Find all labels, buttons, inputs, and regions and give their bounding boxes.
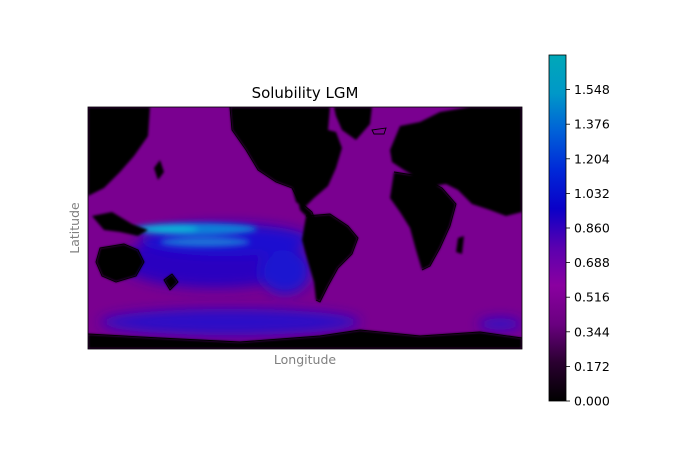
japan bbox=[154, 160, 164, 180]
colorbar-tick-label: 0.344 bbox=[574, 324, 610, 339]
colorbar-tick-label: 0.516 bbox=[574, 290, 610, 305]
north-america bbox=[230, 107, 342, 208]
colorbar-tick-label: 0.172 bbox=[574, 359, 610, 374]
colorbar-tick-label: 1.548 bbox=[574, 82, 610, 97]
colorbar-ticks: 0.000 0.172 0.344 0.516 0.688 0.860 1.032 1.204… bbox=[566, 82, 610, 409]
madagascar bbox=[456, 236, 464, 254]
southern-ocean-band-east bbox=[478, 318, 522, 330]
colorbar-tick-label: 0.688 bbox=[574, 255, 610, 270]
colorbar-fill bbox=[548, 54, 567, 402]
eastern-pacific-blue bbox=[260, 250, 310, 294]
y-axis-label: Latitude bbox=[67, 202, 82, 254]
colorbar-tick-label: 1.032 bbox=[574, 186, 610, 201]
southern-ocean-band bbox=[100, 309, 360, 335]
colorbar-tick-label: 1.376 bbox=[574, 117, 610, 132]
x-axis-label: Longitude bbox=[274, 352, 336, 367]
maritime-continent bbox=[92, 212, 148, 236]
west-pacific-core-2 bbox=[160, 237, 250, 247]
colorbar-tick-label: 0.860 bbox=[574, 221, 610, 236]
africa bbox=[390, 172, 456, 270]
west-pacific-peak bbox=[142, 225, 198, 233]
map-frame bbox=[87, 106, 523, 350]
heatmap-map bbox=[88, 107, 522, 349]
east-asia-west bbox=[88, 107, 150, 196]
greenland bbox=[334, 107, 372, 140]
chart-title: Solubility LGM bbox=[252, 84, 359, 102]
coastlines bbox=[88, 107, 522, 343]
colorbar: 0.000 0.172 0.344 0.516 0.688 0.860 1.032 1.204… bbox=[548, 54, 610, 409]
colorbar-tick-label: 0.000 bbox=[574, 394, 610, 409]
south-america bbox=[302, 214, 358, 302]
colorbar-tick-label: 1.204 bbox=[574, 151, 610, 166]
eurasia bbox=[390, 107, 522, 216]
land-masses bbox=[88, 107, 522, 349]
australia bbox=[96, 244, 144, 282]
antarctica bbox=[88, 330, 522, 349]
